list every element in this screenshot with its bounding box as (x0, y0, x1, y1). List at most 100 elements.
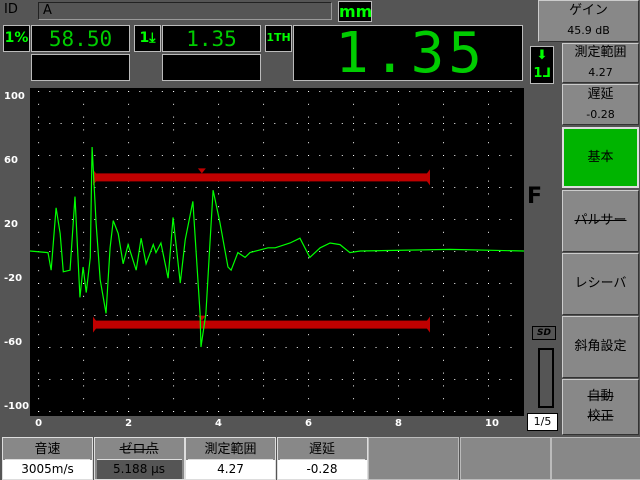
x-tick-label: 6 (305, 418, 312, 429)
menu-receiver[interactable]: レシーバ (562, 253, 639, 315)
grid-dot (386, 283, 388, 284)
grid-dot (161, 315, 163, 316)
grid-dot (296, 379, 298, 380)
grid-dot (184, 379, 186, 380)
grid-dot (476, 379, 478, 380)
grid-dot (83, 283, 85, 284)
grid-dot (386, 347, 388, 348)
grid-dot (195, 91, 197, 92)
grid-dot (184, 155, 186, 156)
grid-dot (431, 315, 433, 316)
grid-dot (488, 244, 490, 246)
grid-dot (38, 257, 40, 259)
grid-dot (150, 219, 152, 220)
grid-dot (60, 155, 62, 156)
grid-dot (116, 347, 118, 348)
grid-dot (443, 385, 445, 387)
grid-dot (38, 347, 40, 348)
grid-dot (83, 91, 85, 92)
x-tick-label: 8 (395, 418, 402, 429)
delay-button[interactable]: 遅延 -0.28 (562, 84, 639, 125)
grid-dot (240, 411, 242, 412)
bottom-empty-cell[interactable] (551, 437, 640, 480)
grid-dot (308, 308, 310, 310)
grid-dot (60, 219, 62, 220)
bottom-empty-cell[interactable] (368, 437, 459, 480)
grid-dot (375, 347, 377, 348)
grid-dot (49, 155, 51, 156)
grid-dot (488, 334, 490, 336)
grid-dot (218, 155, 220, 156)
bottom-param-velocity[interactable]: 音速 3005m/s (2, 437, 93, 480)
grid-dot (488, 398, 490, 400)
grid-dot (398, 129, 400, 131)
grid-dot (308, 129, 310, 131)
range-button[interactable]: 測定範囲 4.27 (562, 43, 639, 83)
id-field[interactable]: A (38, 2, 332, 20)
grid-dot (128, 142, 130, 144)
grid-dot (364, 315, 366, 316)
menu-basic[interactable]: 基本 (562, 127, 639, 188)
grid-dot (488, 123, 490, 124)
grid-dot (274, 219, 276, 220)
grid-dot (476, 411, 478, 412)
grid-dot (251, 219, 253, 220)
grid-dot (38, 283, 40, 284)
grid-dot (195, 219, 197, 220)
grid-dot (510, 347, 512, 348)
bottom-param-range[interactable]: 測定範囲 4.27 (185, 437, 276, 480)
grid-dot (488, 385, 490, 387)
bottom-param-delay[interactable]: 遅延 -0.28 (276, 437, 368, 480)
menu-pulser[interactable]: パルサー (562, 190, 639, 252)
grid-dot (94, 283, 96, 284)
menu-angle-settings[interactable]: 斜角設定 (562, 316, 639, 378)
grid-dot (443, 283, 445, 284)
grid-dot (308, 270, 310, 272)
grid-dot (431, 347, 433, 348)
grid-dot (38, 123, 40, 124)
grid-dot (443, 129, 445, 131)
x-tick-label: 10 (485, 418, 499, 429)
grid-dot (139, 283, 141, 284)
grid-dot (341, 187, 343, 188)
grid-dot (229, 347, 231, 348)
menu-auto-calibration[interactable]: 自動 校正 (562, 379, 639, 435)
range-value: 4.27 (588, 66, 613, 79)
grid-dot (274, 411, 276, 412)
grid-dot (218, 411, 220, 412)
grid-dot (285, 251, 287, 252)
grid-dot (38, 308, 40, 310)
grid-dot (308, 257, 310, 259)
grid-dot (38, 116, 40, 118)
grid-dot (499, 315, 501, 316)
grid-dot (240, 155, 242, 156)
grid-dot (139, 315, 141, 316)
grid-dot (83, 187, 85, 188)
bottom-param-zero-offset[interactable]: ゼロ点 5.188 µs (93, 437, 185, 480)
grid-dot (128, 398, 130, 400)
grid-dot (83, 257, 85, 259)
grid-dot (161, 219, 163, 220)
grid-dot (488, 251, 490, 252)
grid-dot (128, 347, 130, 348)
bottom-empty-cell[interactable] (459, 437, 551, 480)
grid-dot (364, 187, 366, 188)
grid-dot (398, 295, 400, 297)
grid-dot (263, 283, 265, 284)
grid-dot (465, 411, 467, 412)
grid-dot (38, 411, 40, 412)
waveform-trace (29, 146, 525, 348)
grid-dot (49, 347, 51, 348)
grid-dot (38, 142, 40, 144)
gain-button[interactable]: ゲイン 45.9 dB (538, 0, 639, 42)
grid-dot (105, 123, 107, 124)
grid-dot (353, 334, 355, 336)
grid-dot (240, 379, 242, 380)
grid-dot (161, 91, 163, 92)
grid-dot (274, 123, 276, 124)
grid-dot (173, 257, 175, 259)
grid-dot (308, 295, 310, 297)
grid-dot (341, 251, 343, 252)
grid-dot (398, 315, 400, 316)
grid-dot (443, 270, 445, 272)
